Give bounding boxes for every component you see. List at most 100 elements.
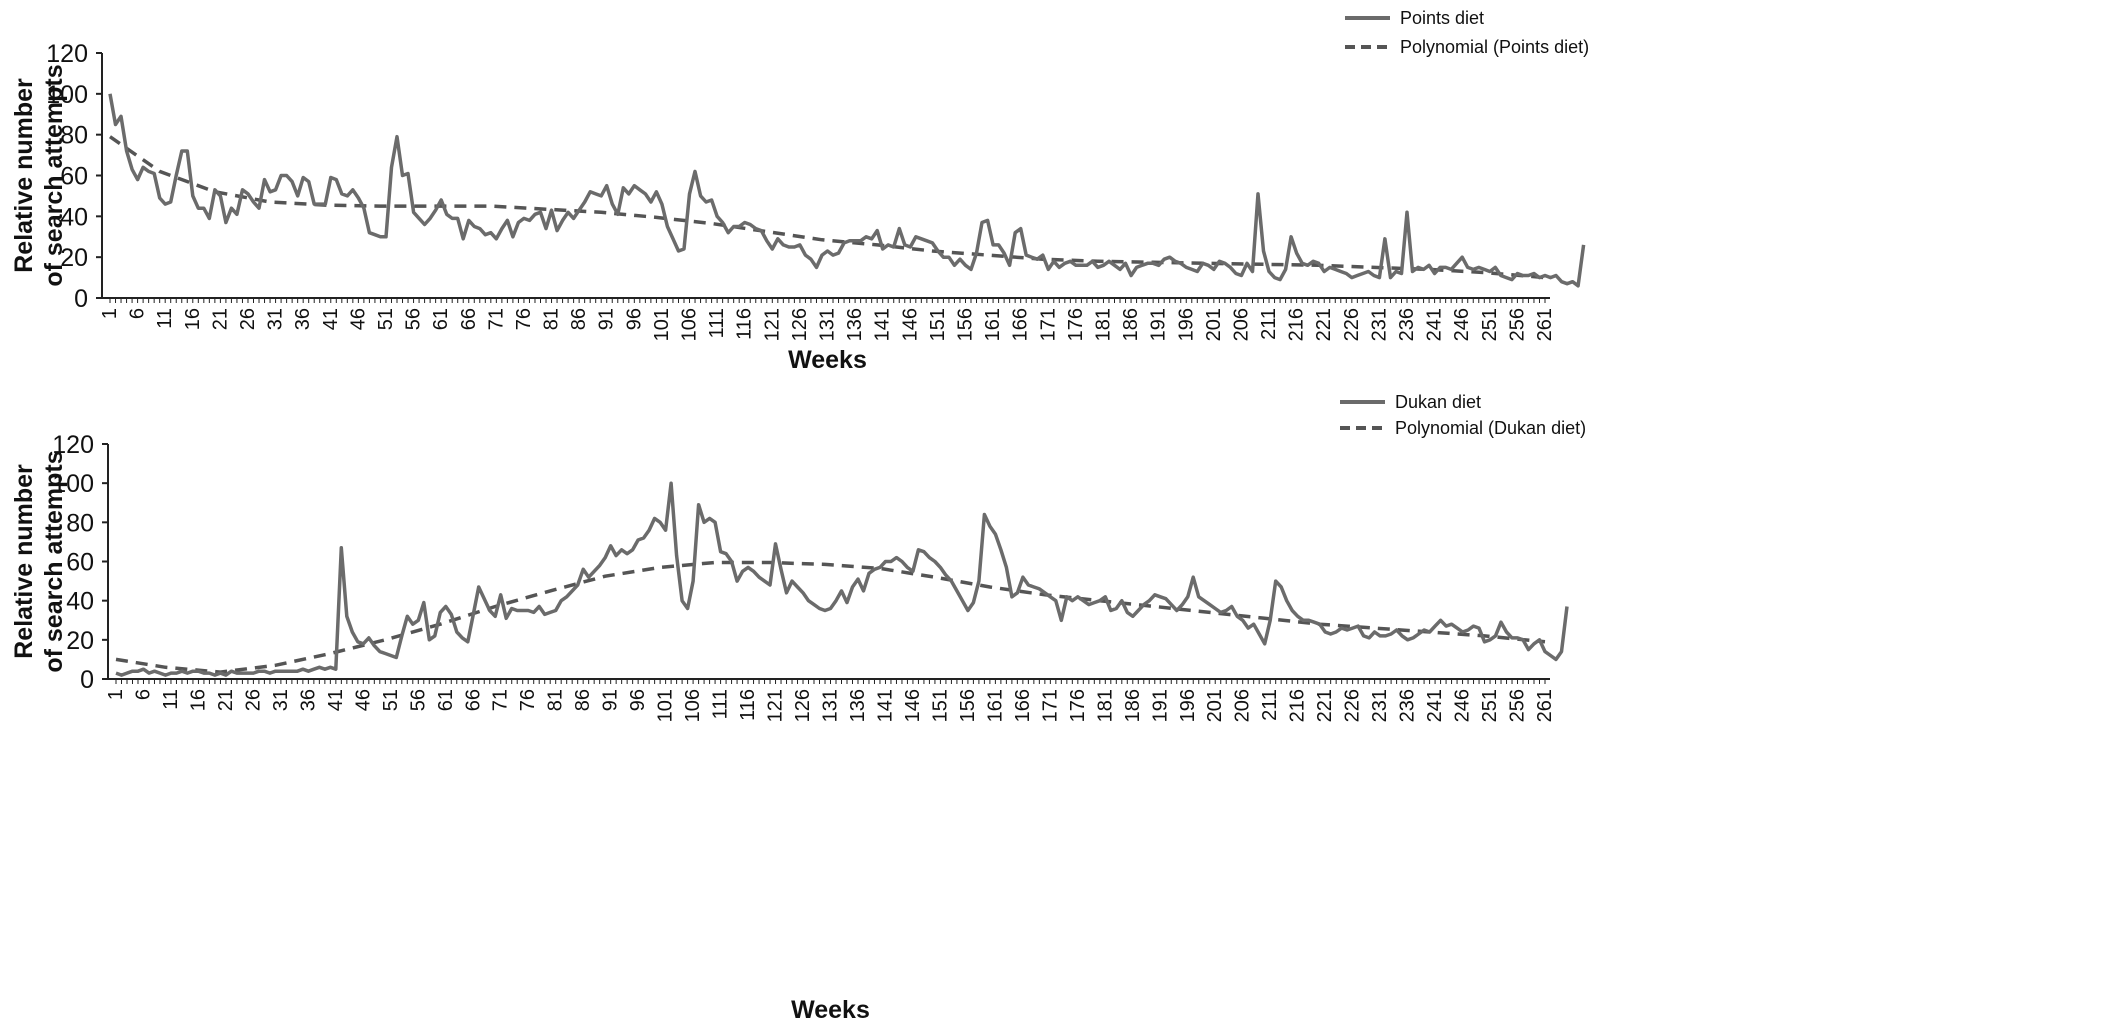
points-x-tick-label: 251	[1479, 308, 1501, 341]
points-x-tick-label: 216	[1286, 308, 1308, 341]
dukan-x-tick-label: 1	[105, 689, 127, 700]
dukan-x-tick-label: 251	[1479, 689, 1501, 722]
dukan-x-tick-label: 11	[160, 689, 182, 710]
points-x-tick-label: 131	[817, 308, 839, 341]
dukan-x-tick-label: 26	[242, 689, 264, 711]
dukan-y-tick-label: 40	[66, 588, 94, 616]
points-x-tick-label: 226	[1341, 308, 1363, 341]
dukan-legend-label-trend: Polynomial (Dukan diet)	[1395, 418, 1586, 438]
points-x-tick-label: 156	[954, 308, 976, 341]
points-x-tick-label: 86	[568, 308, 590, 330]
points-x-tick-label: 191	[1148, 308, 1170, 341]
dukan-legend-label: Dukan diet	[1395, 392, 1481, 412]
points-x-tick-label: 56	[403, 308, 425, 330]
dukan-x-tick-label: 136	[847, 689, 869, 722]
dukan-x-tick-label: 51	[380, 689, 402, 711]
dukan-x-tick-label: 86	[572, 689, 594, 711]
points-x-tick-label: 16	[182, 308, 204, 330]
points-x-tick-label: 66	[458, 308, 480, 330]
dukan-x-tick-label: 151	[929, 689, 951, 722]
points-x-tick-label: 11	[154, 308, 176, 329]
dukan-x-tick-label: 161	[984, 689, 1006, 722]
points-x-tick-label: 6	[127, 308, 149, 319]
dukan-x-tick-label: 41	[325, 689, 347, 711]
dukan-x-axis-label: Weeks	[791, 996, 870, 1023]
dukan-x-tick-label: 111	[710, 689, 732, 719]
points-y-axis-label-line: Relative number	[10, 78, 38, 273]
points-x-tick-label: 186	[1120, 308, 1142, 341]
points-x-tick-label: 31	[265, 308, 287, 330]
points-y-tick-label: 40	[60, 203, 88, 231]
points-x-tick-label: 126	[789, 308, 811, 341]
points-x-tick-label: 236	[1396, 308, 1418, 341]
points-x-tick-label: 161	[982, 308, 1004, 341]
points-x-tick-label: 221	[1313, 308, 1335, 341]
points-x-tick-label: 91	[596, 308, 618, 330]
dukan-x-tick-label: 166	[1012, 689, 1034, 722]
dukan-x-tick-label: 171	[1039, 689, 1061, 722]
points-x-tick-label: 51	[375, 308, 397, 330]
points-legend-label: Points diet	[1400, 8, 1484, 28]
dukan-x-tick-label: 81	[545, 689, 567, 711]
dukan-x-tick-label: 156	[957, 689, 979, 722]
points-x-axis-label: Weeks	[788, 346, 867, 374]
dukan-x-tick-label: 141	[874, 689, 896, 722]
points-diet-chart: 0 20 40 60 80 100 120 1 6 11 16 21 26 31 36 41 46 51 56 61 6…	[0, 0, 2126, 510]
dukan-y-tick-label: 0	[80, 666, 94, 694]
dukan-y-tick-label: 60	[66, 549, 94, 577]
points-x-tick-label: 71	[485, 308, 507, 330]
dukan-x-tick-label: 186	[1122, 689, 1144, 722]
dukan-x-tick-label: 21	[215, 689, 237, 711]
dukan-x-tick-label: 261	[1534, 689, 1556, 722]
dukan-data-line	[115, 481, 1569, 677]
dukan-x-tick-label: 46	[352, 689, 374, 711]
points-x-tick-label: 206	[1230, 308, 1252, 341]
points-x-tick-label: 146	[899, 308, 921, 341]
points-legend-label-trend: Polynomial (Points diet)	[1400, 37, 1589, 57]
points-x-tick-label: 41	[320, 308, 342, 330]
dukan-y-axis-label-line: Relative number	[10, 464, 38, 659]
dukan-y-tick-label: 20	[66, 627, 94, 655]
points-x-tick-label: 141	[872, 308, 894, 341]
dukan-x-tick-label: 121	[765, 689, 787, 722]
dukan-x-tick-label: 66	[462, 689, 484, 711]
points-x-tick-label: 111	[706, 308, 728, 338]
points-y-tick-label: 80	[60, 122, 88, 150]
points-trend-line	[108, 135, 1546, 280]
dukan-x-tick-label: 196	[1177, 689, 1199, 722]
dukan-y-tick-label: 80	[66, 509, 94, 537]
dukan-x-tick-label: 6	[132, 689, 154, 700]
points-y-axis-label-line: of search attempts	[40, 64, 68, 286]
dukan-x-tick-label: 211	[1259, 689, 1281, 721]
points-y-tick-label: 0	[74, 285, 88, 313]
points-x-tick-label: 171	[1037, 308, 1059, 341]
dukan-x-tick-label: 176	[1067, 689, 1089, 722]
points-x-tick-label: 106	[679, 308, 701, 341]
points-x-tick-label: 116	[734, 308, 756, 340]
dukan-x-tick-label: 91	[600, 689, 622, 711]
points-x-tick-label: 231	[1368, 308, 1390, 341]
points-x-tick-label: 246	[1451, 308, 1473, 341]
points-x-tick-label: 176	[1065, 308, 1087, 341]
points-x-tick-label: 181	[1092, 308, 1114, 341]
dukan-x-tick-label: 31	[270, 689, 292, 711]
dukan-x-tick-label: 96	[627, 689, 649, 711]
dukan-x-tick-label: 181	[1094, 689, 1116, 722]
dukan-y-axis-label-line: of search attempts	[40, 450, 68, 672]
points-x-tick-label: 256	[1506, 308, 1528, 341]
points-x-tick-label: 136	[844, 308, 866, 341]
points-x-tick-label: 196	[1175, 308, 1197, 341]
points-x-tick-label: 26	[237, 308, 259, 330]
dukan-x-tick-label: 101	[655, 689, 677, 722]
points-x-tick-label: 151	[927, 308, 949, 341]
dukan-y-tick-label: 120	[52, 431, 94, 459]
points-y-tick-label: 60	[60, 163, 88, 191]
dukan-x-tick-label: 146	[902, 689, 924, 722]
points-x-tick-label: 166	[1010, 308, 1032, 341]
dukan-x-tick-label: 71	[490, 689, 512, 711]
points-x-tick-label: 201	[1203, 308, 1225, 341]
points-x-tick-label: 261	[1534, 308, 1556, 341]
dukan-x-tick-label: 241	[1424, 689, 1446, 722]
